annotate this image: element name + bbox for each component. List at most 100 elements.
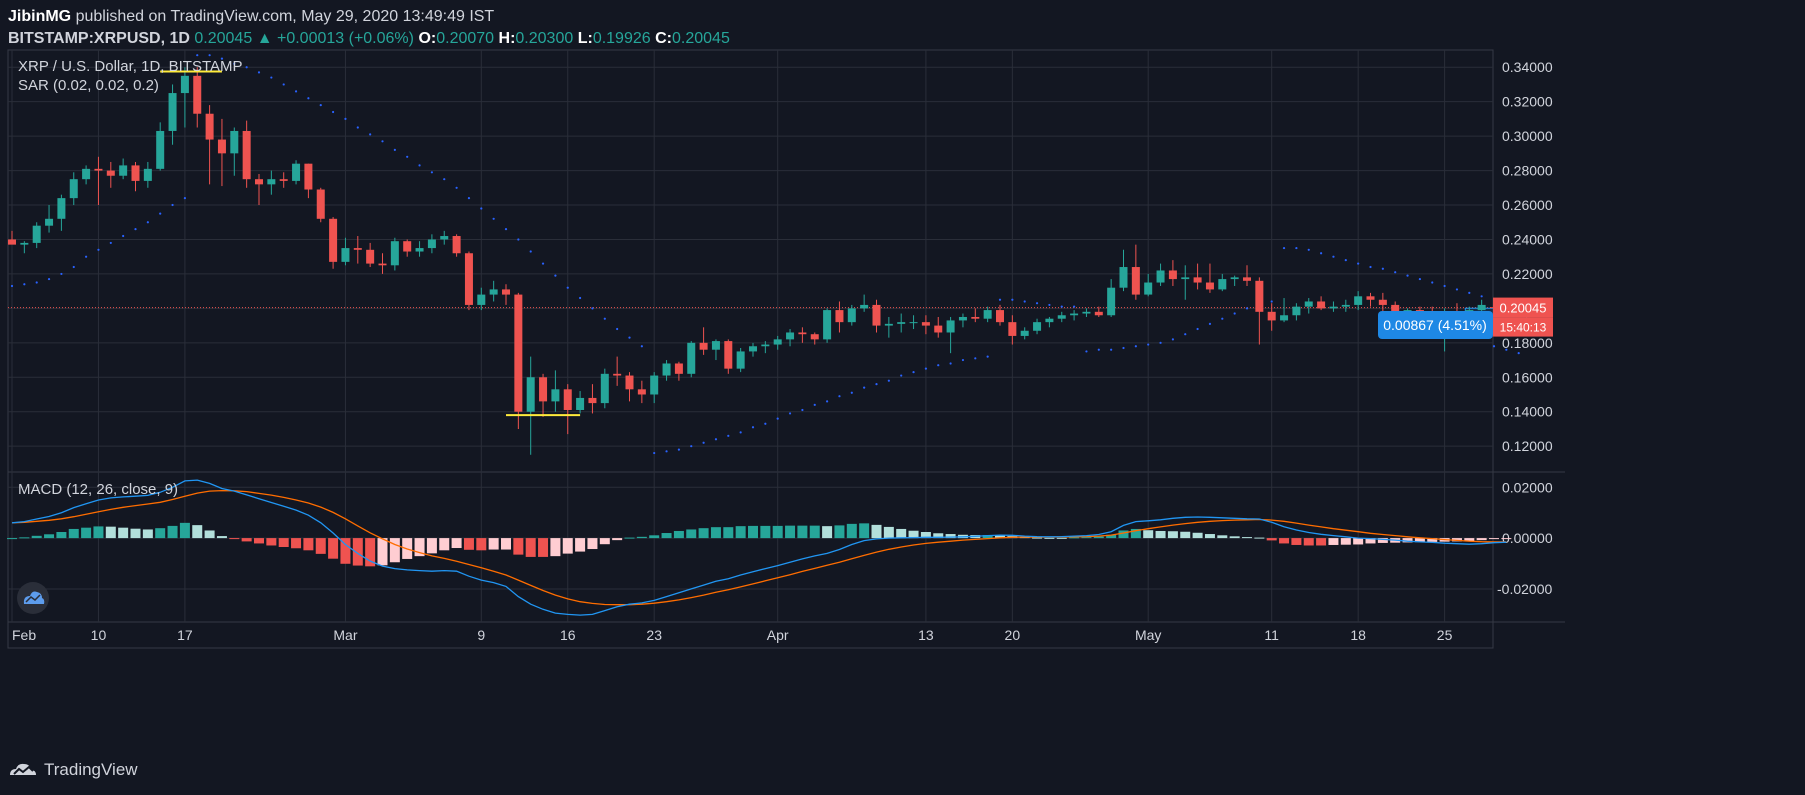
candle-body [921,322,930,326]
sar-dot [1048,303,1051,307]
candle-body [452,236,461,254]
sar-dot [690,445,693,448]
candle-body [576,397,585,410]
macd-histogram-bar [636,536,647,539]
macd-histogram-bar [1044,537,1055,539]
sar-dot [1406,274,1409,277]
macd-histogram-bar [587,538,598,550]
sar-dot [1085,350,1088,353]
candle-body [1267,311,1276,321]
candle-body [378,263,387,266]
sar-dot [455,186,458,189]
countdown-badge-text: 15:40:13 [1500,321,1547,335]
candle-body [958,316,967,321]
sar-dot [233,62,236,65]
sar-dot [1233,312,1236,315]
candle-body [427,239,436,249]
candle-body [835,310,844,323]
sar-dot [122,234,125,238]
candle-body [761,344,770,347]
candle-body [526,377,535,412]
sar-dot [1245,307,1249,310]
macd-histogram-bar [167,525,178,539]
candle-body [798,332,807,335]
sar-dot [900,374,903,377]
sar-dot [1394,271,1397,274]
sar-dot [875,383,878,386]
sar-dot [319,104,322,107]
candle-body [1477,304,1486,311]
candle-body [156,130,165,169]
macd-histogram-bar [1143,530,1154,539]
sar-dot [430,171,433,174]
macd-tick-label: -0.02000 [1497,581,1552,597]
price-badge [1493,297,1553,318]
candle-body [1070,313,1079,316]
sar-dot [702,441,705,444]
macd-histogram-bar [933,533,944,539]
macd-histogram-bar [710,527,721,539]
candle-body [341,248,350,262]
x-tick-label: Apr [767,627,789,643]
price-tick-label: 0.32000 [1502,94,1553,110]
candle-body [662,363,671,376]
macd-histogram-bar [328,538,339,559]
up-arrow-icon: ▲ [256,30,273,47]
macd-histogram-bar [1242,537,1252,539]
macd-histogram-bar [352,538,363,566]
macd-histogram-bar [772,525,783,539]
x-tick-label: 16 [560,627,576,643]
macd-histogram-bar [673,530,684,539]
candle-body [625,375,634,390]
candle-body [847,308,856,323]
candle-body [403,241,412,252]
candle-body [1292,306,1301,316]
sar-dot [381,140,384,143]
x-tick-label: Mar [333,627,357,643]
candle-body [489,289,498,295]
sar-dot [1023,300,1026,303]
candle-body [1181,277,1190,280]
macd-histogram-bar [575,538,586,552]
sar-dot [1184,333,1187,336]
sar-dot [1455,288,1459,291]
sar-dot [677,448,681,451]
macd-histogram-bar [661,533,672,539]
x-tick-label: 10 [91,627,107,643]
macd-histogram-bar [130,528,141,539]
macd-histogram-bar [1093,536,1104,539]
sar-dot [628,336,631,339]
macd-histogram-bar [1204,534,1215,539]
macd-histogram-bar [896,528,907,539]
publisher-name[interactable]: JibinMG [8,8,72,25]
macd-histogram-bar [463,538,474,550]
sar-dot [393,148,396,152]
macd-histogram-bar [229,538,240,540]
tradingview-cloud-icon[interactable] [17,582,49,614]
macd-histogram-bar [760,525,771,539]
candle-body [1378,299,1387,305]
macd-histogram-bar [1217,535,1228,539]
footer[interactable]: TradingView [8,760,138,780]
macd-histogram-bar [31,535,42,539]
macd-histogram-bar [1365,538,1376,544]
macd-histogram-bar [68,528,79,539]
sar-dot [751,426,755,429]
macd-histogram-bar [426,538,437,554]
sar-dot [998,298,1002,301]
candle-body [996,310,1004,323]
macd-histogram-bar [809,525,820,539]
high-value: 0.20300 [515,30,574,47]
sar-dot [863,386,866,389]
candle-body [650,375,659,395]
sar-dot [1505,348,1508,351]
sar-dot [1480,295,1483,298]
macd-histogram-bar [735,526,746,539]
candle-body [292,163,301,181]
open-value: 0.20070 [436,30,495,47]
sar-dot [640,345,643,348]
macd-histogram-bar [513,538,524,555]
candle-body [1354,296,1363,305]
sar-dot [1492,345,1496,348]
